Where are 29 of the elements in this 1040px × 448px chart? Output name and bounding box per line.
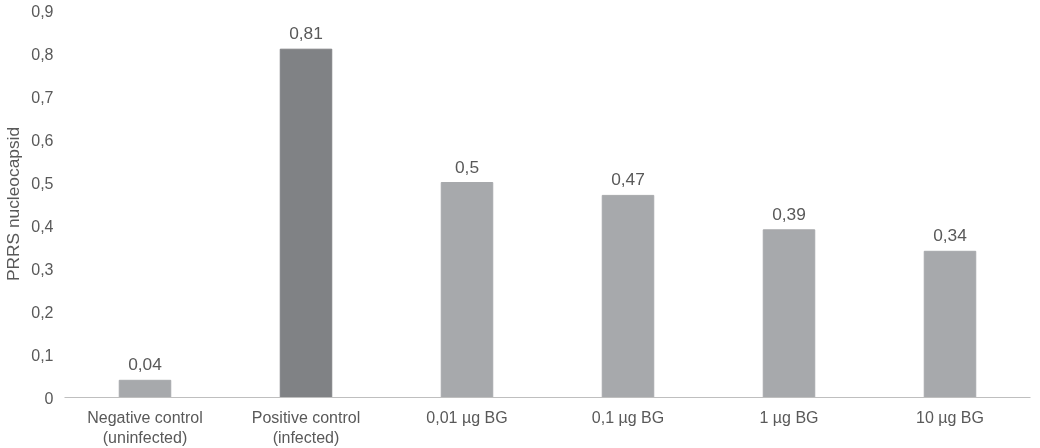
data-label: 0,34: [933, 225, 968, 246]
bar: [923, 250, 977, 398]
bar: [762, 229, 816, 398]
y-tick-label: 0,3: [31, 260, 54, 278]
data-label: 0,39: [772, 203, 806, 224]
data-label: 0,04: [128, 354, 163, 375]
y-axis-title: PRRS nucleocapsid: [3, 126, 24, 282]
y-tick-label: 0,7: [31, 88, 54, 106]
bar: [118, 379, 172, 398]
y-tick-label: 0,2: [31, 303, 54, 321]
y-tick-label: 0,4: [31, 217, 54, 235]
x-tick-label: 0,1 µg BG: [591, 408, 665, 426]
bar: [440, 182, 494, 398]
x-tick-label: 1 µg BG: [759, 408, 819, 426]
y-tick-label: 0,6: [31, 131, 54, 149]
y-tick-label: 0,9: [31, 2, 54, 20]
data-label: 0,47: [611, 169, 645, 190]
x-tick-label: Positive control (infected): [251, 408, 361, 446]
y-tick-label: 0,1: [31, 346, 54, 364]
x-tick-label: Negative control (uninfected): [87, 408, 203, 446]
bar: [601, 194, 655, 398]
data-label: 0,81: [289, 23, 323, 44]
y-tick-label: 0: [44, 389, 54, 407]
data-label: 0,5: [454, 156, 480, 177]
y-tick-label: 0,8: [31, 45, 54, 63]
bar: [279, 48, 333, 398]
y-tick-label: 0,5: [31, 174, 54, 192]
x-tick-label: 0,01 µg BG: [426, 408, 508, 426]
x-tick-label: 10 µg BG: [916, 408, 984, 426]
